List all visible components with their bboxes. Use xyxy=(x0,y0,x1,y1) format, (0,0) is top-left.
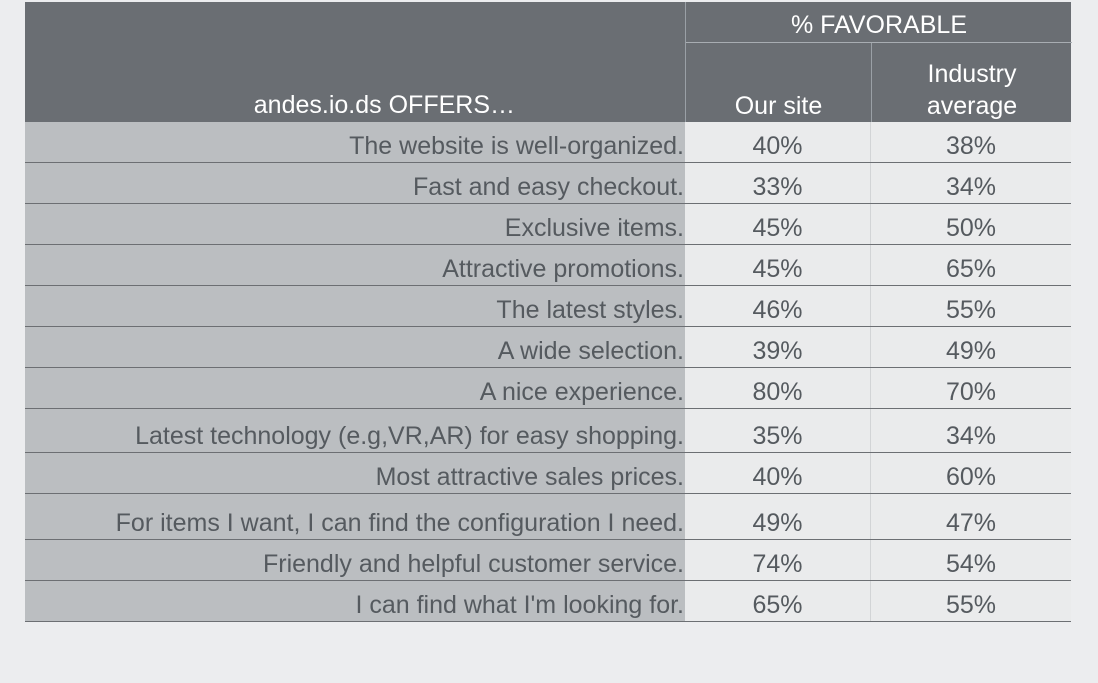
table-row: I can find what I'm looking for. 65% 55% xyxy=(25,581,1071,622)
industry-average-value: 55% xyxy=(945,591,997,619)
our-site-value-cell: 45% xyxy=(685,204,871,244)
our-site-value: 39% xyxy=(752,337,803,365)
table-row: The latest styles. 46% 55% xyxy=(25,286,1071,327)
our-site-column-header: Our site xyxy=(686,43,872,122)
our-site-value: 40% xyxy=(752,132,803,160)
row-label-cell: The latest styles. xyxy=(25,286,685,326)
industry-average-value-cell: 50% xyxy=(871,204,1071,244)
our-site-value-cell: 33% xyxy=(685,163,871,203)
industry-average-value-cell: 70% xyxy=(871,368,1071,408)
industry-average-value: 65% xyxy=(945,255,997,283)
row-label-cell: Attractive promotions. xyxy=(25,245,685,285)
industry-average-value-cell: 38% xyxy=(871,122,1071,162)
industry-average-column-header: Industry average xyxy=(872,43,1072,122)
our-site-value: 33% xyxy=(752,173,803,201)
table-row: A wide selection. 39% 49% xyxy=(25,327,1071,368)
industry-average-value: 34% xyxy=(945,173,997,201)
row-label-cell: Friendly and helpful customer service. xyxy=(25,540,685,580)
our-site-value-cell: 35% xyxy=(685,409,871,452)
our-site-value-cell: 39% xyxy=(685,327,871,367)
table-row: Most attractive sales prices. 40% 60% xyxy=(25,453,1071,494)
row-label-cell: A wide selection. xyxy=(25,327,685,367)
row-label: The website is well-organized. xyxy=(349,132,684,160)
row-label: A wide selection. xyxy=(497,337,684,365)
industry-average-value-cell: 34% xyxy=(871,163,1071,203)
row-label: Most attractive sales prices. xyxy=(375,463,684,491)
row-label: Attractive promotions. xyxy=(442,255,684,283)
row-label: Exclusive items. xyxy=(504,214,684,242)
favorable-header-group: % FAVORABLE Our site Industry average xyxy=(685,2,1072,122)
industry-label-line1: Industry xyxy=(927,60,1017,88)
industry-average-value-cell: 55% xyxy=(871,286,1071,326)
industry-average-value: 49% xyxy=(945,337,997,365)
table-row: Exclusive items. 45% 50% xyxy=(25,204,1071,245)
industry-average-value: 50% xyxy=(945,214,997,242)
our-site-value: 74% xyxy=(752,550,803,578)
our-site-value-cell: 40% xyxy=(685,453,871,493)
industry-average-label: Industry average xyxy=(872,58,1072,122)
offers-column-header: andes.io.ds OFFERS… xyxy=(253,91,515,119)
row-label: Fast and easy checkout. xyxy=(413,173,684,201)
our-site-value-cell: 45% xyxy=(685,245,871,285)
industry-average-value: 47% xyxy=(945,509,997,537)
our-site-value-cell: 40% xyxy=(685,122,871,162)
row-label-cell: I can find what I'm looking for. xyxy=(25,581,685,621)
industry-average-value: 54% xyxy=(945,550,997,578)
our-site-value-cell: 49% xyxy=(685,494,871,539)
our-site-value-cell: 46% xyxy=(685,286,871,326)
favorability-table: andes.io.ds OFFERS… % FAVORABLE Our site… xyxy=(25,2,1072,622)
table-row: Fast and easy checkout. 33% 34% xyxy=(25,163,1071,204)
industry-average-value-cell: 47% xyxy=(871,494,1071,539)
row-label: A nice experience. xyxy=(479,378,684,406)
our-site-value: 65% xyxy=(752,591,803,619)
our-site-value-cell: 80% xyxy=(685,368,871,408)
industry-average-value: 38% xyxy=(945,132,997,160)
industry-average-value-cell: 49% xyxy=(871,327,1071,367)
our-site-value-cell: 65% xyxy=(685,581,871,621)
our-site-value: 45% xyxy=(752,214,803,242)
our-site-value: 45% xyxy=(752,255,803,283)
favorable-title: % FAVORABLE xyxy=(686,2,1072,43)
table-body: The website is well-organized. 40% 38% Fast… xyxy=(25,122,1071,622)
row-label: Latest technology (e.g,VR,AR) for easy s… xyxy=(135,422,684,450)
table-row: Attractive promotions. 45% 65% xyxy=(25,245,1071,286)
our-site-value: 46% xyxy=(752,296,803,324)
row-label-cell: Exclusive items. xyxy=(25,204,685,244)
row-label: For items I want, I can find the configu… xyxy=(115,509,684,537)
row-label-cell: Fast and easy checkout. xyxy=(25,163,685,203)
industry-average-value: 34% xyxy=(945,422,997,450)
our-site-value: 35% xyxy=(752,422,803,450)
industry-average-value: 55% xyxy=(945,296,997,324)
table-row: The website is well-organized. 40% 38% xyxy=(25,122,1071,163)
our-site-value-cell: 74% xyxy=(685,540,871,580)
industry-average-value: 60% xyxy=(945,463,997,491)
industry-average-value-cell: 34% xyxy=(871,409,1071,452)
row-label: The latest styles. xyxy=(496,296,684,324)
row-label: I can find what I'm looking for. xyxy=(355,591,684,619)
row-label: Friendly and helpful customer service. xyxy=(262,550,684,578)
industry-average-value-cell: 60% xyxy=(871,453,1071,493)
row-label-cell: The website is well-organized. xyxy=(25,122,685,162)
our-site-value: 40% xyxy=(752,463,803,491)
industry-average-value-cell: 65% xyxy=(871,245,1071,285)
table-row: Latest technology (e.g,VR,AR) for easy s… xyxy=(25,409,1071,453)
row-label-cell: Most attractive sales prices. xyxy=(25,453,685,493)
industry-average-value-cell: 55% xyxy=(871,581,1071,621)
industry-label-line2: average xyxy=(926,92,1018,120)
row-label-cell: Latest technology (e.g,VR,AR) for easy s… xyxy=(25,409,685,452)
table-row: A nice experience. 80% 70% xyxy=(25,368,1071,409)
industry-average-value: 70% xyxy=(945,378,997,406)
industry-average-value-cell: 54% xyxy=(871,540,1071,580)
our-site-value: 49% xyxy=(752,509,803,537)
our-site-value: 80% xyxy=(752,378,803,406)
our-site-label: Our site xyxy=(734,92,823,120)
row-label-cell: For items I want, I can find the configu… xyxy=(25,494,685,539)
table-header: andes.io.ds OFFERS… % FAVORABLE Our site… xyxy=(25,2,1072,122)
table-row: Friendly and helpful customer service. 74… xyxy=(25,540,1071,581)
table-row: For items I want, I can find the configu… xyxy=(25,494,1071,540)
favorable-subcolumns: Our site Industry average xyxy=(686,43,1072,122)
row-label-cell: A nice experience. xyxy=(25,368,685,408)
